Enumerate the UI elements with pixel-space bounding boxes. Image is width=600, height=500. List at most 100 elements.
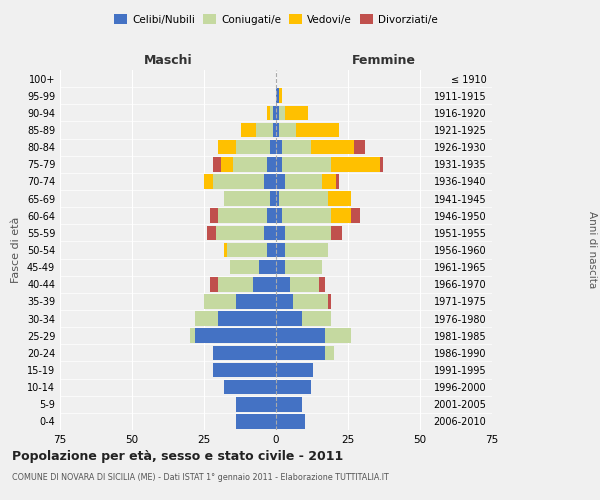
Bar (221, 157, 233, 172)
Bar (276, 242, 284, 258)
Bar (354, 140, 365, 154)
Bar (325, 328, 351, 343)
Bar (212, 157, 221, 172)
Bar (265, 174, 276, 188)
Bar (276, 174, 284, 188)
Bar (302, 312, 331, 326)
Bar (276, 346, 325, 360)
Bar (331, 226, 342, 240)
Bar (276, 192, 279, 206)
Bar (196, 312, 218, 326)
Bar (282, 140, 311, 154)
Bar (204, 174, 212, 188)
Bar (270, 192, 276, 206)
Bar (284, 242, 328, 258)
Bar (282, 208, 331, 223)
Bar (204, 294, 236, 308)
Bar (273, 106, 276, 120)
Bar (218, 277, 253, 291)
Bar (207, 226, 215, 240)
Bar (276, 140, 282, 154)
Bar (270, 140, 276, 154)
Bar (276, 362, 313, 378)
Bar (276, 328, 325, 343)
Bar (293, 294, 328, 308)
Bar (331, 208, 351, 223)
Bar (256, 122, 273, 138)
Bar (236, 294, 276, 308)
Bar (319, 277, 325, 291)
Bar (268, 242, 276, 258)
Bar (276, 88, 279, 103)
Bar (325, 346, 334, 360)
Y-axis label: Fasce di età: Fasce di età (11, 217, 21, 283)
Bar (276, 226, 284, 240)
Bar (279, 106, 284, 120)
Bar (351, 208, 359, 223)
Bar (233, 157, 268, 172)
Bar (276, 414, 305, 428)
Bar (276, 294, 293, 308)
Bar (210, 277, 218, 291)
Bar (311, 140, 354, 154)
Bar (279, 122, 296, 138)
Bar (380, 157, 383, 172)
Bar (328, 192, 351, 206)
Bar (224, 192, 270, 206)
Text: Popolazione per età, sesso e stato civile - 2011: Popolazione per età, sesso e stato civil… (12, 450, 343, 463)
Text: COMUNE DI NOVARA DI SICILIA (ME) - Dati ISTAT 1° gennaio 2011 - Elaborazione TUT: COMUNE DI NOVARA DI SICILIA (ME) - Dati … (12, 472, 389, 482)
Bar (276, 122, 279, 138)
Bar (276, 106, 279, 120)
Bar (284, 226, 331, 240)
Bar (273, 122, 276, 138)
Bar (276, 157, 282, 172)
Bar (218, 312, 276, 326)
Bar (276, 208, 282, 223)
Bar (253, 277, 276, 291)
Bar (224, 380, 276, 394)
Bar (241, 122, 256, 138)
Text: Femmine: Femmine (352, 54, 416, 66)
Bar (215, 226, 265, 240)
Bar (276, 312, 302, 326)
Bar (224, 242, 227, 258)
Bar (190, 328, 196, 343)
Bar (337, 174, 340, 188)
Bar (268, 106, 270, 120)
Bar (331, 157, 380, 172)
Bar (284, 106, 308, 120)
Bar (230, 260, 259, 274)
Bar (212, 362, 276, 378)
Bar (236, 414, 276, 428)
Text: Anni di nascita: Anni di nascita (587, 212, 597, 288)
Bar (210, 208, 218, 223)
Bar (284, 260, 322, 274)
Bar (290, 277, 319, 291)
Bar (279, 88, 282, 103)
Bar (268, 157, 276, 172)
Bar (276, 277, 290, 291)
Bar (282, 157, 331, 172)
Legend: Celibi/Nubili, Coniugati/e, Vedovi/e, Divorziati/e: Celibi/Nubili, Coniugati/e, Vedovi/e, Di… (110, 10, 442, 29)
Bar (284, 174, 322, 188)
Bar (276, 397, 302, 411)
Bar (276, 260, 284, 274)
Bar (279, 192, 328, 206)
Bar (236, 140, 270, 154)
Bar (196, 328, 276, 343)
Bar (227, 242, 268, 258)
Bar (218, 140, 236, 154)
Bar (236, 397, 276, 411)
Bar (322, 174, 337, 188)
Bar (276, 380, 311, 394)
Bar (265, 226, 276, 240)
Bar (296, 122, 340, 138)
Bar (259, 260, 276, 274)
Text: Maschi: Maschi (143, 54, 193, 66)
Bar (212, 346, 276, 360)
Bar (328, 294, 331, 308)
Bar (212, 174, 265, 188)
Bar (270, 106, 273, 120)
Bar (218, 208, 268, 223)
Bar (268, 208, 276, 223)
